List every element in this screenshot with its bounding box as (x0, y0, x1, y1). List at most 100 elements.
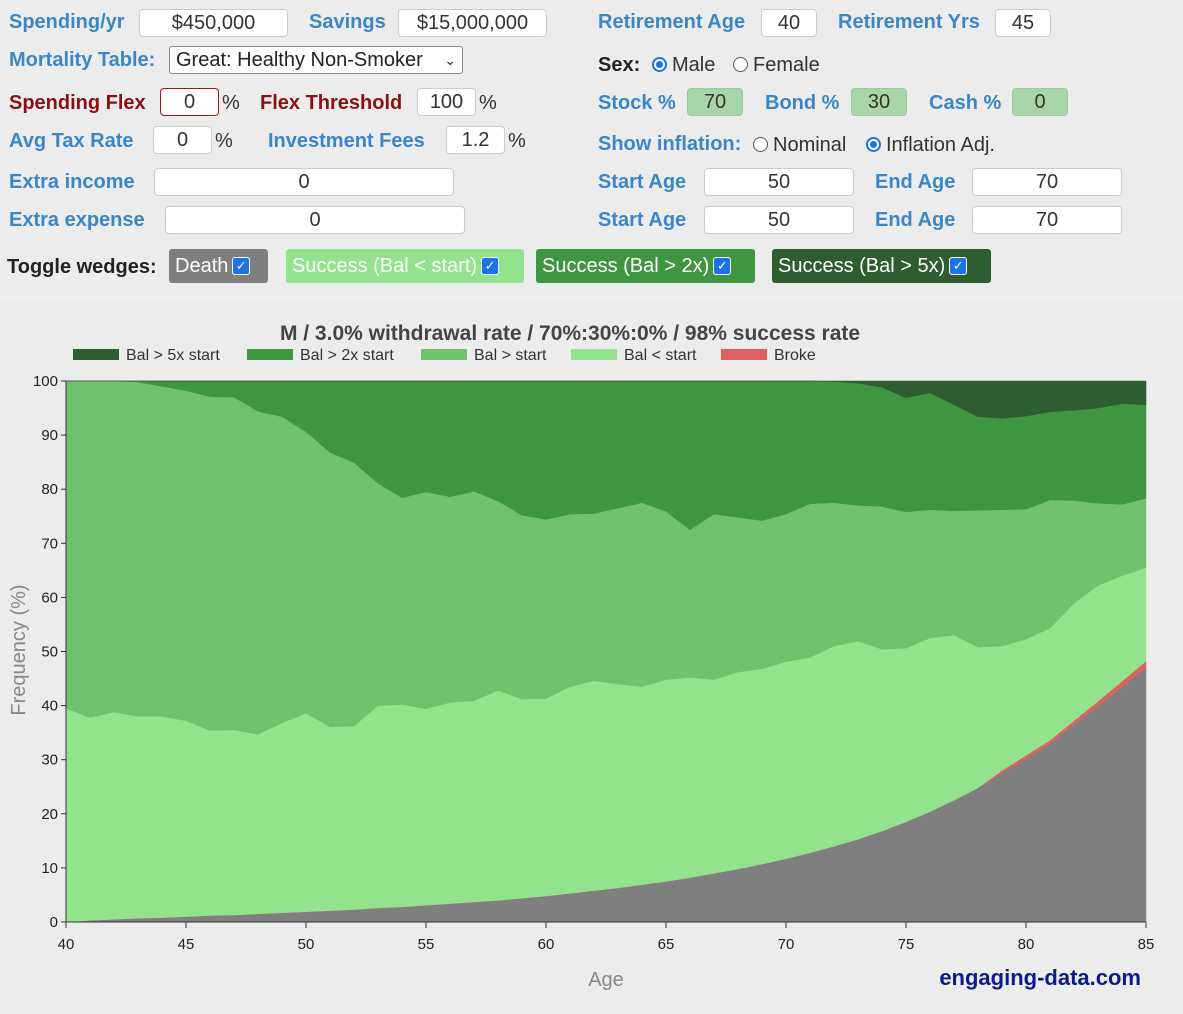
y-tick-label: 20 (41, 806, 58, 823)
fees-unit: % (508, 130, 526, 152)
legend-label: Bal > start (474, 347, 547, 364)
radio-empty-icon (753, 137, 768, 152)
retirement-age-input[interactable]: 40 (761, 9, 817, 37)
y-tick-label: 50 (41, 644, 58, 661)
x-tick-label: 75 (898, 936, 915, 953)
checkbox-checked-icon: ✓ (481, 257, 500, 275)
toggle-bal-gt-5x-button[interactable]: Success (Bal > 5x) ✓ (772, 249, 991, 283)
checkbox-checked-icon: ✓ (232, 257, 251, 275)
sex-male-radio[interactable]: Male (652, 54, 715, 77)
retirement-age-label: Retirement Age (598, 11, 746, 33)
bond-input[interactable]: 30 (851, 88, 907, 116)
income-start-age-input[interactable]: 50 (704, 168, 854, 196)
mortality-select-value: Great: Healthy Non-Smoker (176, 49, 423, 71)
stacked-area-chart: M / 3.0% withdrawal rate / 70%:30%:0% / … (8, 322, 1154, 991)
sex-label: Sex: (598, 54, 641, 76)
spending-label: Spending/yr (9, 11, 125, 33)
legend-swatch (721, 349, 767, 360)
chart-legend: Bal > 5x start Bal > 2x start Bal > start B… (73, 347, 816, 364)
mortality-label: Mortality Table: (9, 49, 156, 71)
y-tick-label: 0 (50, 914, 58, 931)
legend-label: Bal > 2x start (300, 347, 394, 364)
bal-gt-5x-area (66, 380, 1147, 419)
inflation-nominal-label: Nominal (773, 134, 847, 156)
toggle-bal-lt-start-button[interactable]: Success (Bal < start) ✓ (286, 249, 524, 283)
toggle-death-label: Death (175, 255, 229, 277)
legend-label: Broke (774, 347, 816, 364)
legend-swatch (73, 349, 119, 360)
chart-title: M / 3.0% withdrawal rate / 70%:30%:0% / … (280, 322, 860, 345)
y-tick-label: 10 (41, 860, 58, 877)
x-tick-label: 65 (658, 936, 675, 953)
toggle-death-button[interactable]: Death ✓ (169, 249, 268, 283)
fees-input[interactable]: 1.2 (446, 126, 505, 154)
radio-selected-icon (652, 57, 667, 72)
sex-female-label: Female (753, 54, 820, 76)
y-tick-label: 70 (41, 535, 58, 552)
expense-end-age-input[interactable]: 70 (972, 206, 1122, 234)
spending-flex-input[interactable]: 0 (160, 88, 219, 116)
x-tick-label: 50 (298, 936, 315, 953)
spending-flex-label: Spending Flex (9, 92, 146, 114)
legend-swatch (421, 349, 467, 360)
savings-input[interactable]: $15,000,000 (398, 9, 547, 37)
expense-start-age-label: Start Age (598, 209, 687, 231)
y-tick-label: 80 (41, 481, 58, 498)
chart-axes: 0 10 20 30 40 50 60 70 80 90 100 40 45 50 55 60 65 70 75 80… (33, 373, 1154, 953)
sex-female-radio[interactable]: Female (733, 54, 820, 77)
expense-start-age-input[interactable]: 50 (704, 206, 854, 234)
flex-threshold-input[interactable]: 100 (417, 88, 476, 116)
bond-label: Bond % (765, 92, 840, 114)
toggle-bal-lt-start-label: Success (Bal < start) (292, 255, 478, 277)
avg-tax-label: Avg Tax Rate (9, 130, 134, 152)
income-start-age-label: Start Age (598, 171, 687, 193)
chart-panel: M / 3.0% withdrawal rate / 70%:30%:0% / … (0, 298, 1183, 1009)
y-tick-label: 100 (33, 373, 58, 390)
retirement-yrs-input[interactable]: 45 (995, 9, 1051, 37)
savings-label: Savings (309, 11, 386, 33)
fees-label: Investment Fees (268, 130, 425, 152)
cash-input[interactable]: 0 (1012, 88, 1068, 116)
avg-tax-unit: % (215, 130, 233, 152)
cash-label: Cash % (929, 92, 1002, 114)
inflation-nominal-radio[interactable]: Nominal (753, 134, 846, 157)
chart-areas (65, 380, 1147, 923)
stock-label: Stock % (598, 92, 676, 114)
income-end-age-label: End Age (875, 171, 956, 193)
x-tick-label: 80 (1018, 936, 1035, 953)
y-tick-label: 90 (41, 427, 58, 444)
toggle-wedges-label: Toggle wedges: (7, 256, 157, 278)
y-tick-label: 30 (41, 752, 58, 769)
checkbox-checked-icon: ✓ (713, 257, 732, 275)
x-tick-label: 70 (778, 936, 795, 953)
sex-male-label: Male (672, 54, 716, 76)
x-tick-label: 55 (418, 936, 435, 953)
stock-input[interactable]: 70 (687, 88, 743, 116)
flex-threshold-label: Flex Threshold (260, 92, 403, 114)
legend-label: Bal > 5x start (126, 347, 220, 364)
y-tick-label: 40 (41, 698, 58, 715)
credit-text[interactable]: engaging-data.com (939, 965, 1141, 990)
radio-selected-icon (866, 137, 881, 152)
extra-income-label: Extra income (9, 171, 135, 193)
spending-input[interactable]: $450,000 (139, 9, 288, 37)
expense-end-age-label: End Age (875, 209, 956, 231)
x-tick-label: 85 (1138, 936, 1155, 953)
extra-expense-input[interactable]: 0 (165, 206, 465, 234)
avg-tax-input[interactable]: 0 (153, 126, 212, 154)
x-tick-label: 40 (58, 936, 75, 953)
y-tick-label: 60 (41, 589, 58, 606)
chevron-down-icon: ⌄ (444, 52, 456, 68)
x-tick-label: 45 (178, 936, 195, 953)
mortality-select[interactable]: Great: Healthy Non-Smoker ⌄ (169, 46, 463, 74)
y-axis-label: Frequency (%) (8, 584, 30, 715)
income-end-age-input[interactable]: 70 (972, 168, 1122, 196)
extra-expense-label: Extra expense (9, 209, 145, 231)
inflation-adj-label: Inflation Adj. (886, 134, 995, 156)
toggle-bal-gt-2x-button[interactable]: Success (Bal > 2x) ✓ (536, 249, 755, 283)
legend-swatch (247, 349, 293, 360)
inflation-adj-radio[interactable]: Inflation Adj. (866, 134, 995, 157)
retirement-yrs-label: Retirement Yrs (838, 11, 980, 33)
checkbox-checked-icon: ✓ (949, 257, 968, 275)
extra-income-input[interactable]: 0 (154, 168, 454, 196)
